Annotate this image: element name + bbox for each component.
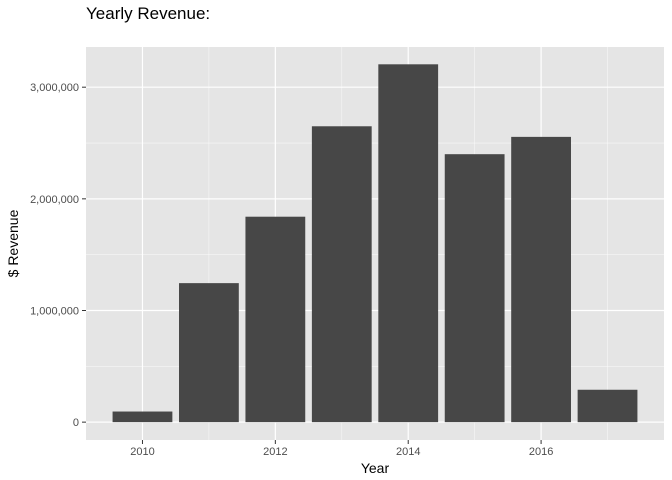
bar-2017 [577,389,638,423]
y-axis-title: $ Revenue [5,209,21,277]
y-tick-label: 1,000,000 [30,305,79,317]
x-tick-label: 2016 [529,446,553,458]
x-tick-label: 2014 [396,446,420,458]
x-axis: 2010 2012 2014 2016 [130,440,553,458]
y-tick-label: 0 [73,417,79,429]
bar-2014 [378,64,439,423]
y-tick-label: 3,000,000 [30,82,79,94]
x-tick-label: 2012 [263,446,287,458]
x-axis-title: Year [361,460,390,476]
bar-2010 [112,411,173,423]
bars [112,64,638,423]
bar-2012 [245,216,306,423]
bar-2016 [511,136,571,423]
bar-2011 [179,283,239,423]
plot-panel [86,47,664,440]
x-tick-label: 2010 [130,446,154,458]
bar-2015 [444,154,505,423]
bar-2013 [311,126,372,423]
chart-title: Yearly Revenue: [86,4,211,23]
y-tick-label: 2,000,000 [30,194,79,206]
y-axis: 0 1,000,000 2,000,000 3,000,000 [30,82,86,429]
